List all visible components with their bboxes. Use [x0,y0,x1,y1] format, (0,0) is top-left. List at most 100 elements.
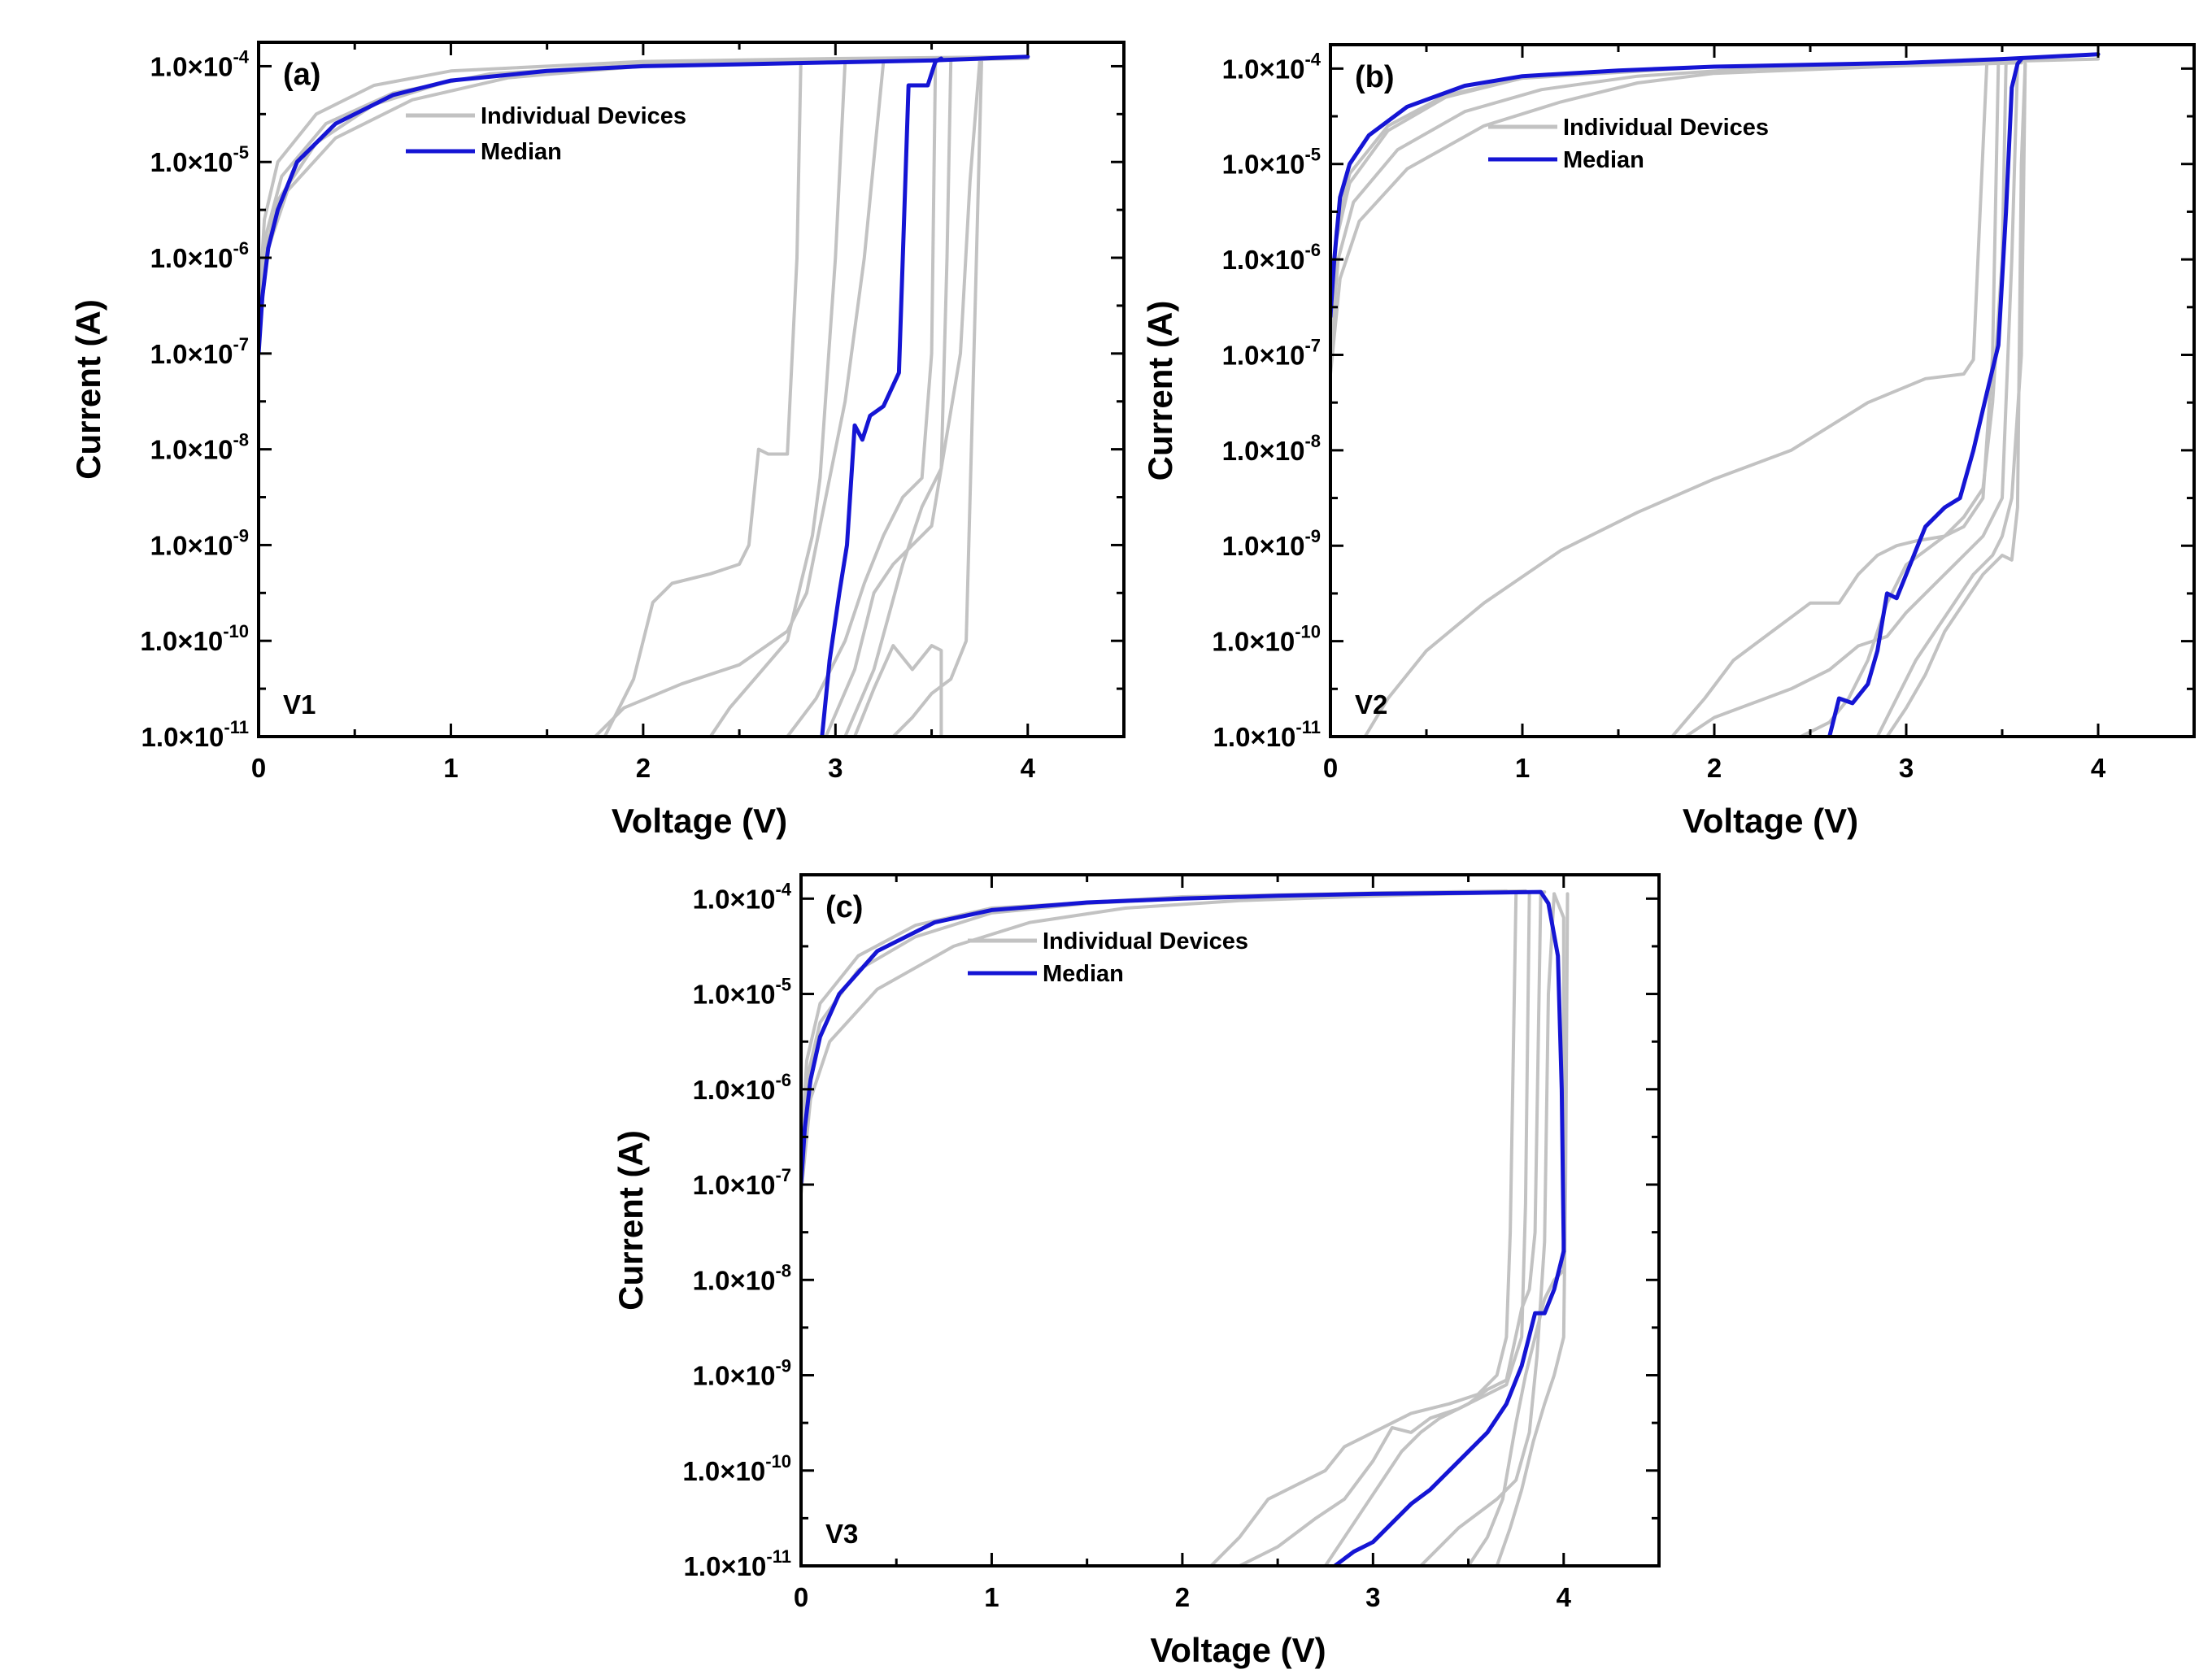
individual-device-line [1330,61,2023,376]
individual-device-line [1875,62,2027,737]
sample-label: V3 [825,1519,858,1549]
median-series-line [801,889,1566,1254]
plot-frame [1329,43,2196,738]
x-tick-label: 3 [1365,1582,1380,1612]
individual-device-line [786,59,938,737]
x-tick-label: 2 [636,753,651,783]
median-series-line [259,54,1030,356]
individual-device-line [593,59,886,737]
x-tick-label: 4 [2091,753,2106,783]
chart-panel-1: 0 1 2 3 4 1.0×10-4 1.0×10-5 1.0×10-6 1.0×10-7 1.0… [69,41,1126,840]
panel-label: (c) [825,890,863,924]
x-tick-label: 0 [794,1582,808,1612]
individual-device-line [1799,62,2008,737]
median-series-line [820,56,943,737]
legend-label-individual: Individual Devices [481,103,686,129]
y-tick-label: 1.0×10-8 [693,1260,791,1295]
legend-label-median: Median [1563,147,1644,173]
individual-device-line [1683,62,2019,737]
y-tick-label: 1.0×10-6 [1222,240,1321,275]
panel-label: (a) [283,58,320,92]
y-tick-label: 1.0×10-11 [142,717,249,752]
y-tick-label: 1.0×10-5 [1222,145,1321,180]
sample-label: V1 [283,689,316,720]
y-tick-label: 1.0×10-10 [682,1451,791,1486]
x-tick-label: 0 [251,753,266,783]
x-tick-label: 3 [1899,753,1914,783]
y-tick-label: 1.0×10-11 [1213,717,1321,752]
plot-area [1330,52,2101,737]
median-series-line [1332,1249,1566,1566]
y-tick-label: 1.0×10-10 [1212,622,1321,657]
y-tick-label: 1.0×10-9 [693,1356,791,1391]
y-tick-label: 1.0×10-5 [150,142,249,177]
plot-frame [799,873,1661,1567]
y-tick-label: 1.0×10-4 [1222,49,1322,84]
individual-device-line [853,644,943,737]
chart-panel-3: 0 1 2 3 4 1.0×10-4 1.0×10-5 1.0×10-6 1.0×10-7 1.0… [612,873,1661,1669]
median-series-line [1827,57,2024,737]
individual-device-line [1238,892,1531,1566]
x-tick-label: 3 [828,753,843,783]
y-axis-title: Current (A) [1141,301,1179,481]
individual-device-line [259,54,1030,317]
legend-label-individual: Individual Devices [1043,928,1248,954]
y-tick-label: 1.0×10-9 [1222,526,1321,561]
x-tick-label: 4 [1557,1582,1572,1612]
chart-panel-2: 0 1 2 3 4 1.0×10-4 1.0×10-5 1.0×10-6 1.0×10-7 1.0… [1141,43,2196,840]
panel-label: (b) [1355,60,1395,94]
x-axis-title: Voltage (V) [612,802,787,840]
y-tick-label: 1.0×10-7 [150,334,249,369]
legend: Individual Devices Median [1488,115,1769,173]
individual-device-line [891,59,983,737]
y-axis-title: Current (A) [69,299,107,480]
y-tick-label: 1.0×10-6 [693,1070,791,1105]
plot-area [259,54,1030,737]
x-tick-label: 2 [1707,753,1722,783]
median-series-line [1330,52,2101,319]
individual-device-line [1323,892,1543,1566]
x-tick-label: 1 [443,753,458,783]
y-tick-label: 1.0×10-8 [150,430,249,465]
individual-device-line [708,59,847,737]
legend: Individual Devices Median [968,928,1248,987]
legend: Individual Devices Median [406,103,686,165]
x-axis-title: Voltage (V) [1150,1631,1326,1669]
y-tick-label: 1.0×10-4 [693,879,792,914]
x-tick-label: 4 [1021,753,1036,783]
individual-device-line [1363,62,1989,737]
sample-label: V2 [1355,689,1387,720]
plot-frame [257,41,1126,738]
x-tick-label: 1 [1515,753,1530,783]
individual-device-line [1670,62,2001,737]
legend-label-median: Median [481,139,562,165]
legend-label-median: Median [1043,961,1124,987]
individual-device-line [843,59,982,737]
y-tick-label: 1.0×10-11 [684,1546,791,1581]
plot-area [801,889,1570,1566]
individual-device-line [824,59,953,737]
individual-device-line [259,58,953,337]
y-tick-label: 1.0×10-7 [693,1165,791,1200]
individual-device-line [1885,62,2027,737]
y-axis-title: Current (A) [612,1130,650,1311]
individual-device-line [603,59,803,737]
legend-label-individual: Individual Devices [1563,115,1769,141]
x-tick-label: 1 [984,1582,999,1612]
y-tick-label: 1.0×10-4 [150,46,250,81]
x-tick-label: 2 [1175,1582,1190,1612]
x-tick-label: 0 [1323,753,1338,783]
y-tick-label: 1.0×10-6 [150,238,249,273]
individual-device-line [259,58,876,346]
y-tick-label: 1.0×10-7 [1222,335,1321,370]
y-tick-label: 1.0×10-8 [1222,431,1321,466]
x-axis-title: Voltage (V) [1683,802,1858,840]
individual-device-line [1418,892,1557,1566]
individual-device-line [1330,62,1985,357]
individual-device-line [1330,57,2100,337]
y-tick-label: 1.0×10-9 [150,525,249,560]
individual-device-line [801,890,1547,1196]
individual-device-line [1209,892,1518,1566]
y-tick-label: 1.0×10-10 [140,621,249,656]
